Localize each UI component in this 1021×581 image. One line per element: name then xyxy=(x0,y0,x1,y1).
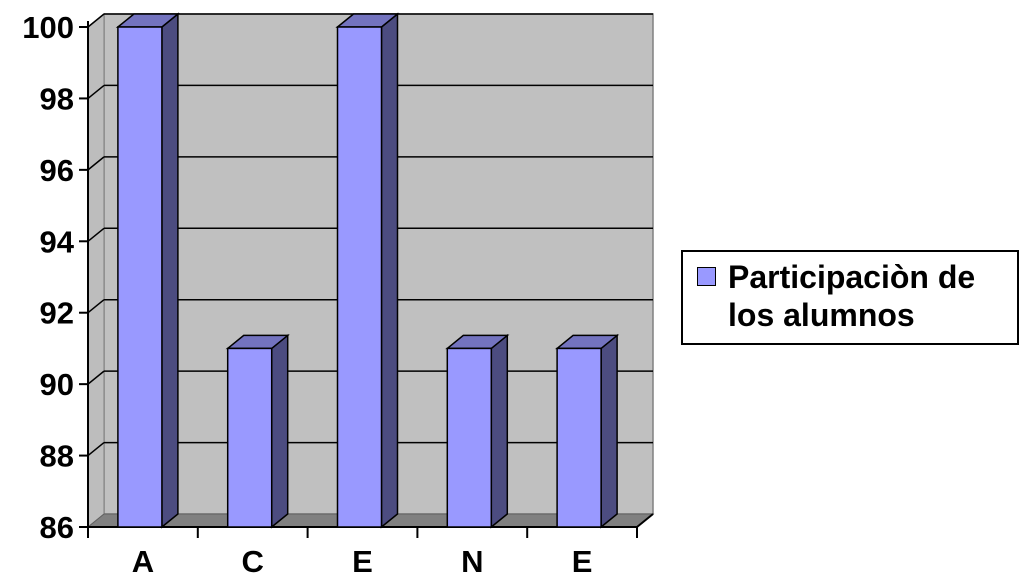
gridline-side xyxy=(87,441,105,457)
y-tick-label: 92 xyxy=(40,296,74,331)
x-axis-depth-line xyxy=(636,513,654,528)
bar-front xyxy=(226,347,273,528)
y-tick-label: 98 xyxy=(40,81,74,116)
bar xyxy=(554,333,620,529)
bar-side xyxy=(161,12,179,529)
bar xyxy=(115,12,181,529)
y-tick-label: 88 xyxy=(40,439,74,474)
bar-front xyxy=(336,26,383,528)
bar-front xyxy=(117,26,163,528)
bar xyxy=(445,333,510,529)
y-tick-label: 100 xyxy=(22,10,74,45)
bar-side xyxy=(490,333,509,529)
gridline-side xyxy=(87,299,105,314)
legend-swatch xyxy=(697,267,716,286)
x-tick-label: A xyxy=(132,544,154,579)
gridline-side xyxy=(87,13,105,28)
legend-label: Participaciòn de los alumnos xyxy=(728,259,976,333)
gridline-side xyxy=(87,227,105,242)
bar-front xyxy=(556,347,602,528)
x-tick-label: C xyxy=(242,544,264,579)
bar-front xyxy=(446,347,493,528)
y-tick-label: 90 xyxy=(40,367,74,402)
bar-side xyxy=(600,333,618,529)
x-tick-label: E xyxy=(572,544,593,579)
bar-side xyxy=(270,333,289,529)
gridline-side xyxy=(87,84,105,100)
gridline-side xyxy=(87,156,105,171)
bar-side xyxy=(380,12,399,529)
gridline-side xyxy=(87,370,105,385)
bar xyxy=(225,333,290,529)
y-tick-label: 86 xyxy=(40,510,74,545)
plot-side-wall xyxy=(87,12,105,529)
x-tick-label: N xyxy=(461,544,483,579)
chart-legend: Participaciòn de los alumnos xyxy=(681,250,1019,345)
y-tick-label: 94 xyxy=(40,224,75,259)
bar xyxy=(335,12,400,529)
x-tick-label: E xyxy=(352,544,373,579)
y-tick-label: 96 xyxy=(40,153,74,188)
